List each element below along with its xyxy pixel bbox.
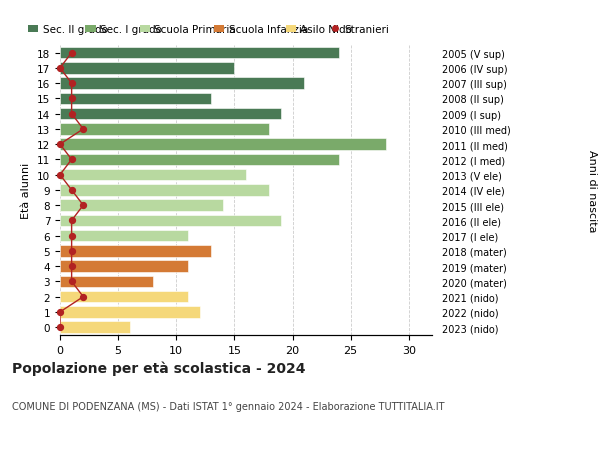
Point — [55, 308, 65, 316]
Point — [67, 50, 76, 57]
Point — [55, 324, 65, 331]
Point — [67, 278, 76, 285]
Bar — [60, 185, 269, 196]
Bar — [60, 307, 199, 318]
Bar — [60, 78, 304, 90]
Bar — [60, 109, 281, 120]
Bar — [60, 215, 281, 227]
Point — [67, 232, 76, 240]
Bar — [60, 291, 188, 303]
Point — [67, 263, 76, 270]
Bar — [60, 276, 153, 287]
Y-axis label: Anni di nascita: Anni di nascita — [587, 149, 597, 232]
Bar — [60, 124, 269, 135]
Bar — [60, 200, 223, 212]
Bar — [60, 154, 339, 166]
Point — [55, 141, 65, 149]
Point — [67, 157, 76, 164]
Bar — [60, 139, 386, 151]
Point — [55, 65, 65, 73]
Bar — [60, 230, 188, 242]
Text: Popolazione per età scolastica - 2024: Popolazione per età scolastica - 2024 — [12, 360, 305, 375]
Legend: Sec. II grado, Sec. I grado, Scuola Primaria, Scuola Infanzia, Asilo Nido, Stran: Sec. II grado, Sec. I grado, Scuola Prim… — [28, 25, 389, 35]
Point — [79, 293, 88, 301]
Bar — [60, 169, 246, 181]
Point — [67, 217, 76, 224]
Point — [79, 202, 88, 209]
Bar — [60, 94, 211, 105]
Y-axis label: Età alunni: Età alunni — [22, 162, 31, 218]
Bar — [60, 63, 235, 74]
Point — [67, 80, 76, 88]
Bar — [60, 322, 130, 333]
Point — [79, 126, 88, 133]
Bar — [60, 246, 211, 257]
Point — [67, 187, 76, 194]
Point — [67, 95, 76, 103]
Bar — [60, 261, 188, 272]
Bar — [60, 48, 339, 59]
Point — [67, 248, 76, 255]
Point — [55, 172, 65, 179]
Point — [67, 111, 76, 118]
Text: COMUNE DI PODENZANA (MS) - Dati ISTAT 1° gennaio 2024 - Elaborazione TUTTITALIA.: COMUNE DI PODENZANA (MS) - Dati ISTAT 1°… — [12, 402, 445, 412]
